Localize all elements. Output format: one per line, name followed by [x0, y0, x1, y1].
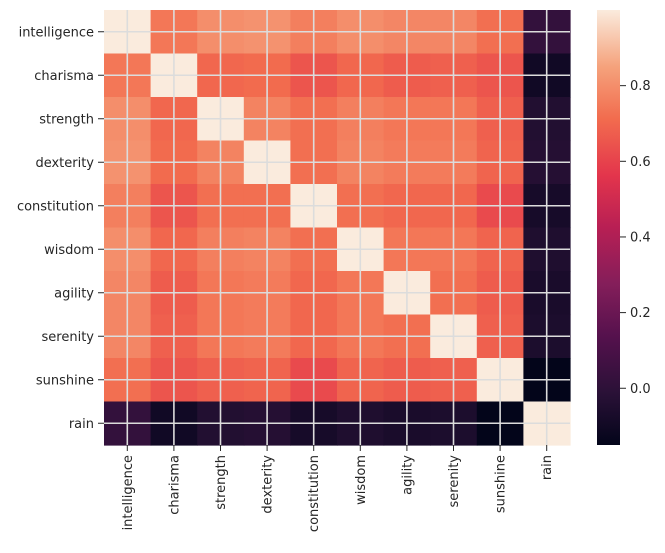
- x-tick-label-strength: strength: [214, 455, 229, 510]
- y-tick-label-charisma: charisma: [34, 69, 94, 84]
- y-tick-label-constitution: constitution: [17, 199, 94, 214]
- colorbar-tick-label: 0.8: [630, 79, 651, 94]
- y-tick-label-dexterity: dexterity: [35, 156, 94, 171]
- colorbar-tick-label: 0.2: [630, 306, 651, 321]
- x-tick-label-wisdom: wisdom: [354, 455, 369, 505]
- y-tick-label-intelligence: intelligence: [19, 25, 94, 40]
- y-axis-tick-labels: intelligence charisma strength dexterity con…: [17, 25, 104, 432]
- y-tick-label-agility: agility: [54, 286, 94, 301]
- x-axis-tick-labels: intelligence charisma strength dexterity con…: [121, 445, 555, 532]
- colorbar-tick-label: 0.0: [630, 382, 651, 397]
- y-tick-label-wisdom: wisdom: [44, 243, 94, 258]
- x-tick-label-constitution: constitution: [307, 455, 322, 532]
- x-tick-label-rain: rain: [540, 455, 555, 480]
- y-tick-label-strength: strength: [39, 112, 94, 127]
- y-tick-label-sunshine: sunshine: [36, 373, 94, 388]
- x-tick-label-intelligence: intelligence: [121, 455, 136, 530]
- y-tick-label-serenity: serenity: [42, 330, 95, 345]
- y-tick-label-rain: rain: [69, 417, 94, 432]
- colorbar-tick-label: 0.6: [630, 155, 651, 170]
- x-tick-label-agility: agility: [400, 455, 415, 495]
- colorbar-tick-label: 0.4: [630, 230, 651, 245]
- heatmap-grid: [104, 10, 570, 445]
- x-tick-label-dexterity: dexterity: [261, 455, 276, 514]
- x-tick-label-serenity: serenity: [447, 455, 462, 508]
- colorbar-gradient: [597, 10, 620, 445]
- colorbar: 0.0 0.2 0.4 0.6 0.8: [597, 10, 651, 445]
- x-tick-label-charisma: charisma: [167, 455, 182, 515]
- x-tick-label-sunshine: sunshine: [494, 455, 509, 513]
